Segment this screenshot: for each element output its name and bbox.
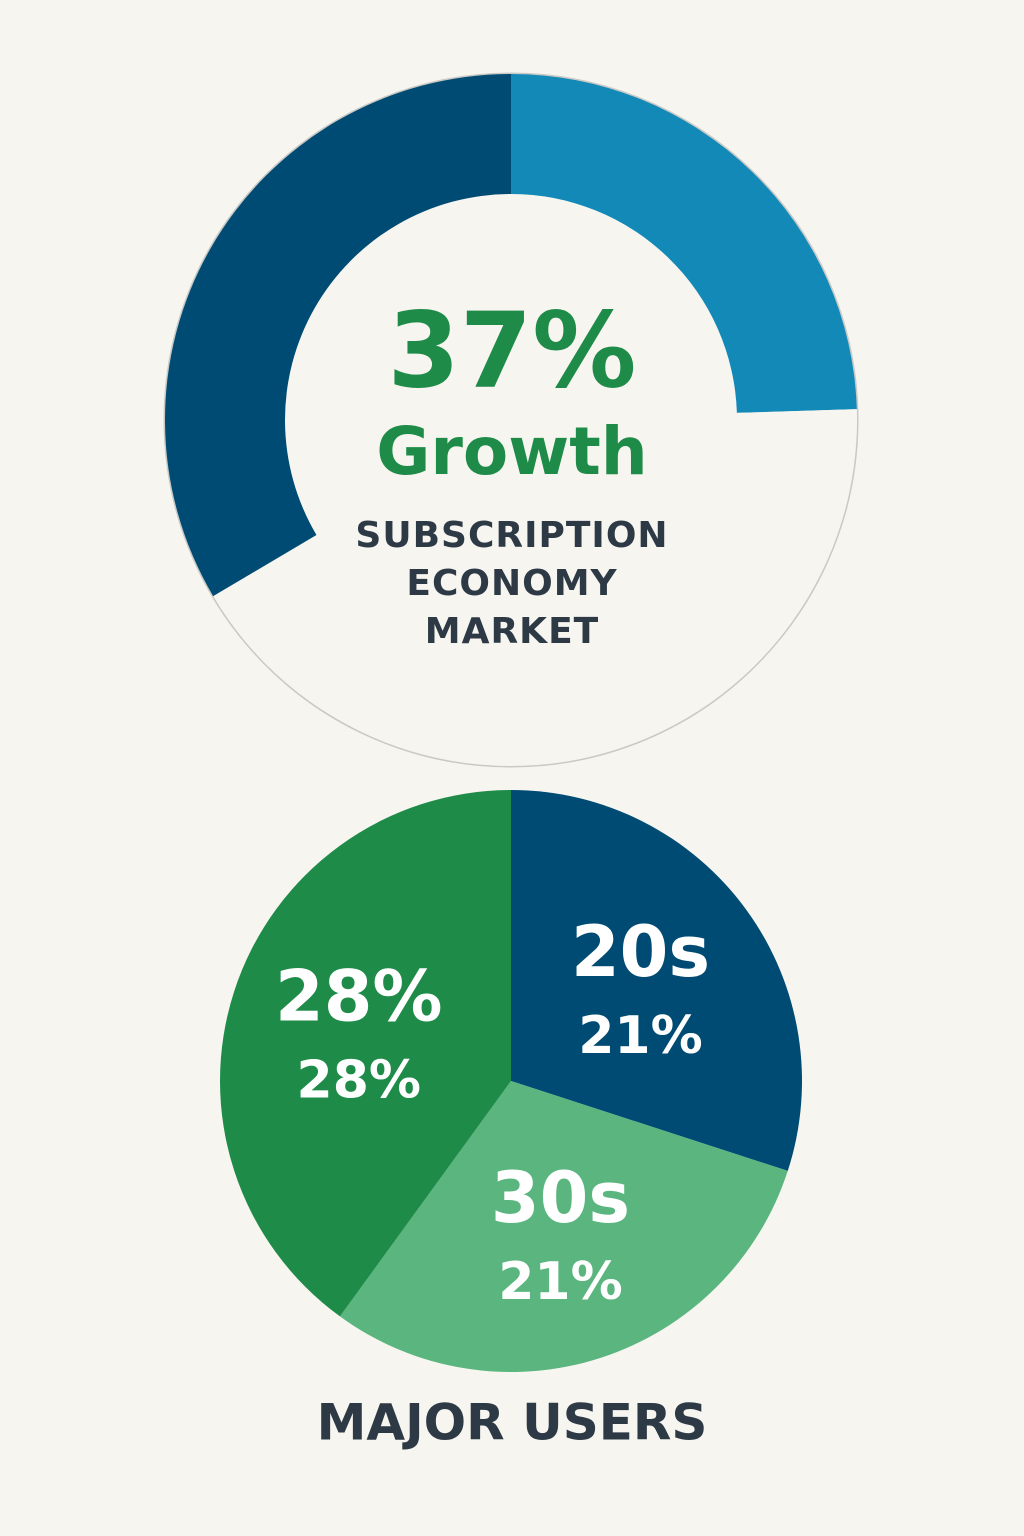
marks (163, 72, 859, 1373)
slice-category: 20s (571, 911, 710, 993)
pie-title: MAJOR USERS (317, 1394, 708, 1452)
slice (213, 409, 858, 766)
slice-category: 28% (275, 956, 443, 1038)
slice (339, 1081, 788, 1373)
center-subtitle: Growth (376, 413, 648, 490)
slice-category: 30s (491, 1157, 630, 1239)
slice-label: 21% (578, 1006, 702, 1066)
slice (511, 74, 857, 413)
slice (220, 790, 511, 1317)
donut-title: SUBSCRIPTION ECONOMY MARKET (355, 515, 669, 652)
slice (511, 790, 803, 1171)
slice (164, 74, 512, 597)
slice-label: 28% (297, 1051, 421, 1111)
slice-label: 21% (498, 1252, 622, 1312)
center-value: 37% (388, 289, 637, 411)
